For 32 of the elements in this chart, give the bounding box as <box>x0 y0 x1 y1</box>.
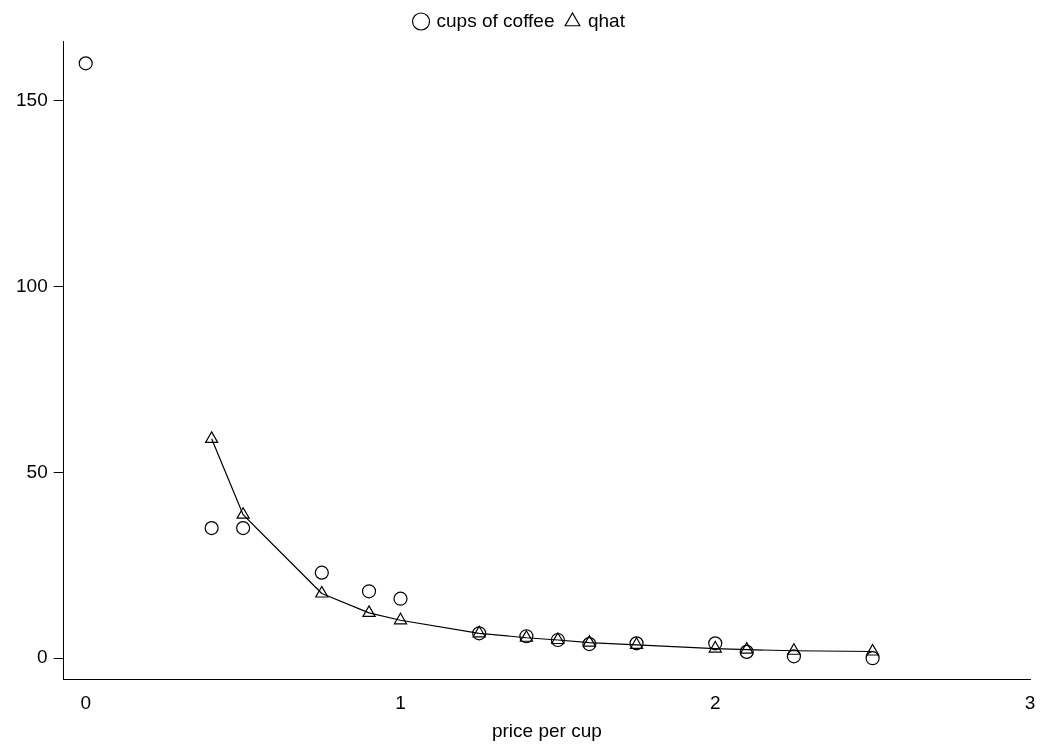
y-tick-label: 150 <box>16 88 48 110</box>
point <box>708 636 723 651</box>
y-tick-label: 100 <box>16 274 48 296</box>
point <box>740 642 754 654</box>
x-tick-label: 0 <box>80 692 92 714</box>
point <box>865 643 880 656</box>
point <box>582 634 597 647</box>
point <box>236 520 251 536</box>
y-tick-label: 0 <box>37 646 48 668</box>
legend-label: qhat <box>587 9 626 31</box>
point <box>78 56 93 71</box>
point <box>361 584 377 599</box>
point <box>865 651 880 666</box>
point <box>786 649 802 664</box>
point <box>393 591 408 606</box>
y-tick-label: 50 <box>26 460 48 482</box>
legend-label: cups of coffee <box>436 9 555 31</box>
point <box>315 585 329 598</box>
point <box>393 612 408 625</box>
x-tick-label: 2 <box>709 692 721 714</box>
point <box>204 520 219 536</box>
point <box>204 431 219 443</box>
point <box>314 565 329 580</box>
x-axis-title: price per cup <box>491 719 602 741</box>
point <box>708 640 722 653</box>
point <box>739 644 754 659</box>
x-tick-label: 3 <box>1024 692 1036 714</box>
point <box>236 507 250 519</box>
point <box>362 605 376 617</box>
point <box>582 636 597 652</box>
x-tick-label: 1 <box>395 692 406 714</box>
point <box>787 643 801 655</box>
